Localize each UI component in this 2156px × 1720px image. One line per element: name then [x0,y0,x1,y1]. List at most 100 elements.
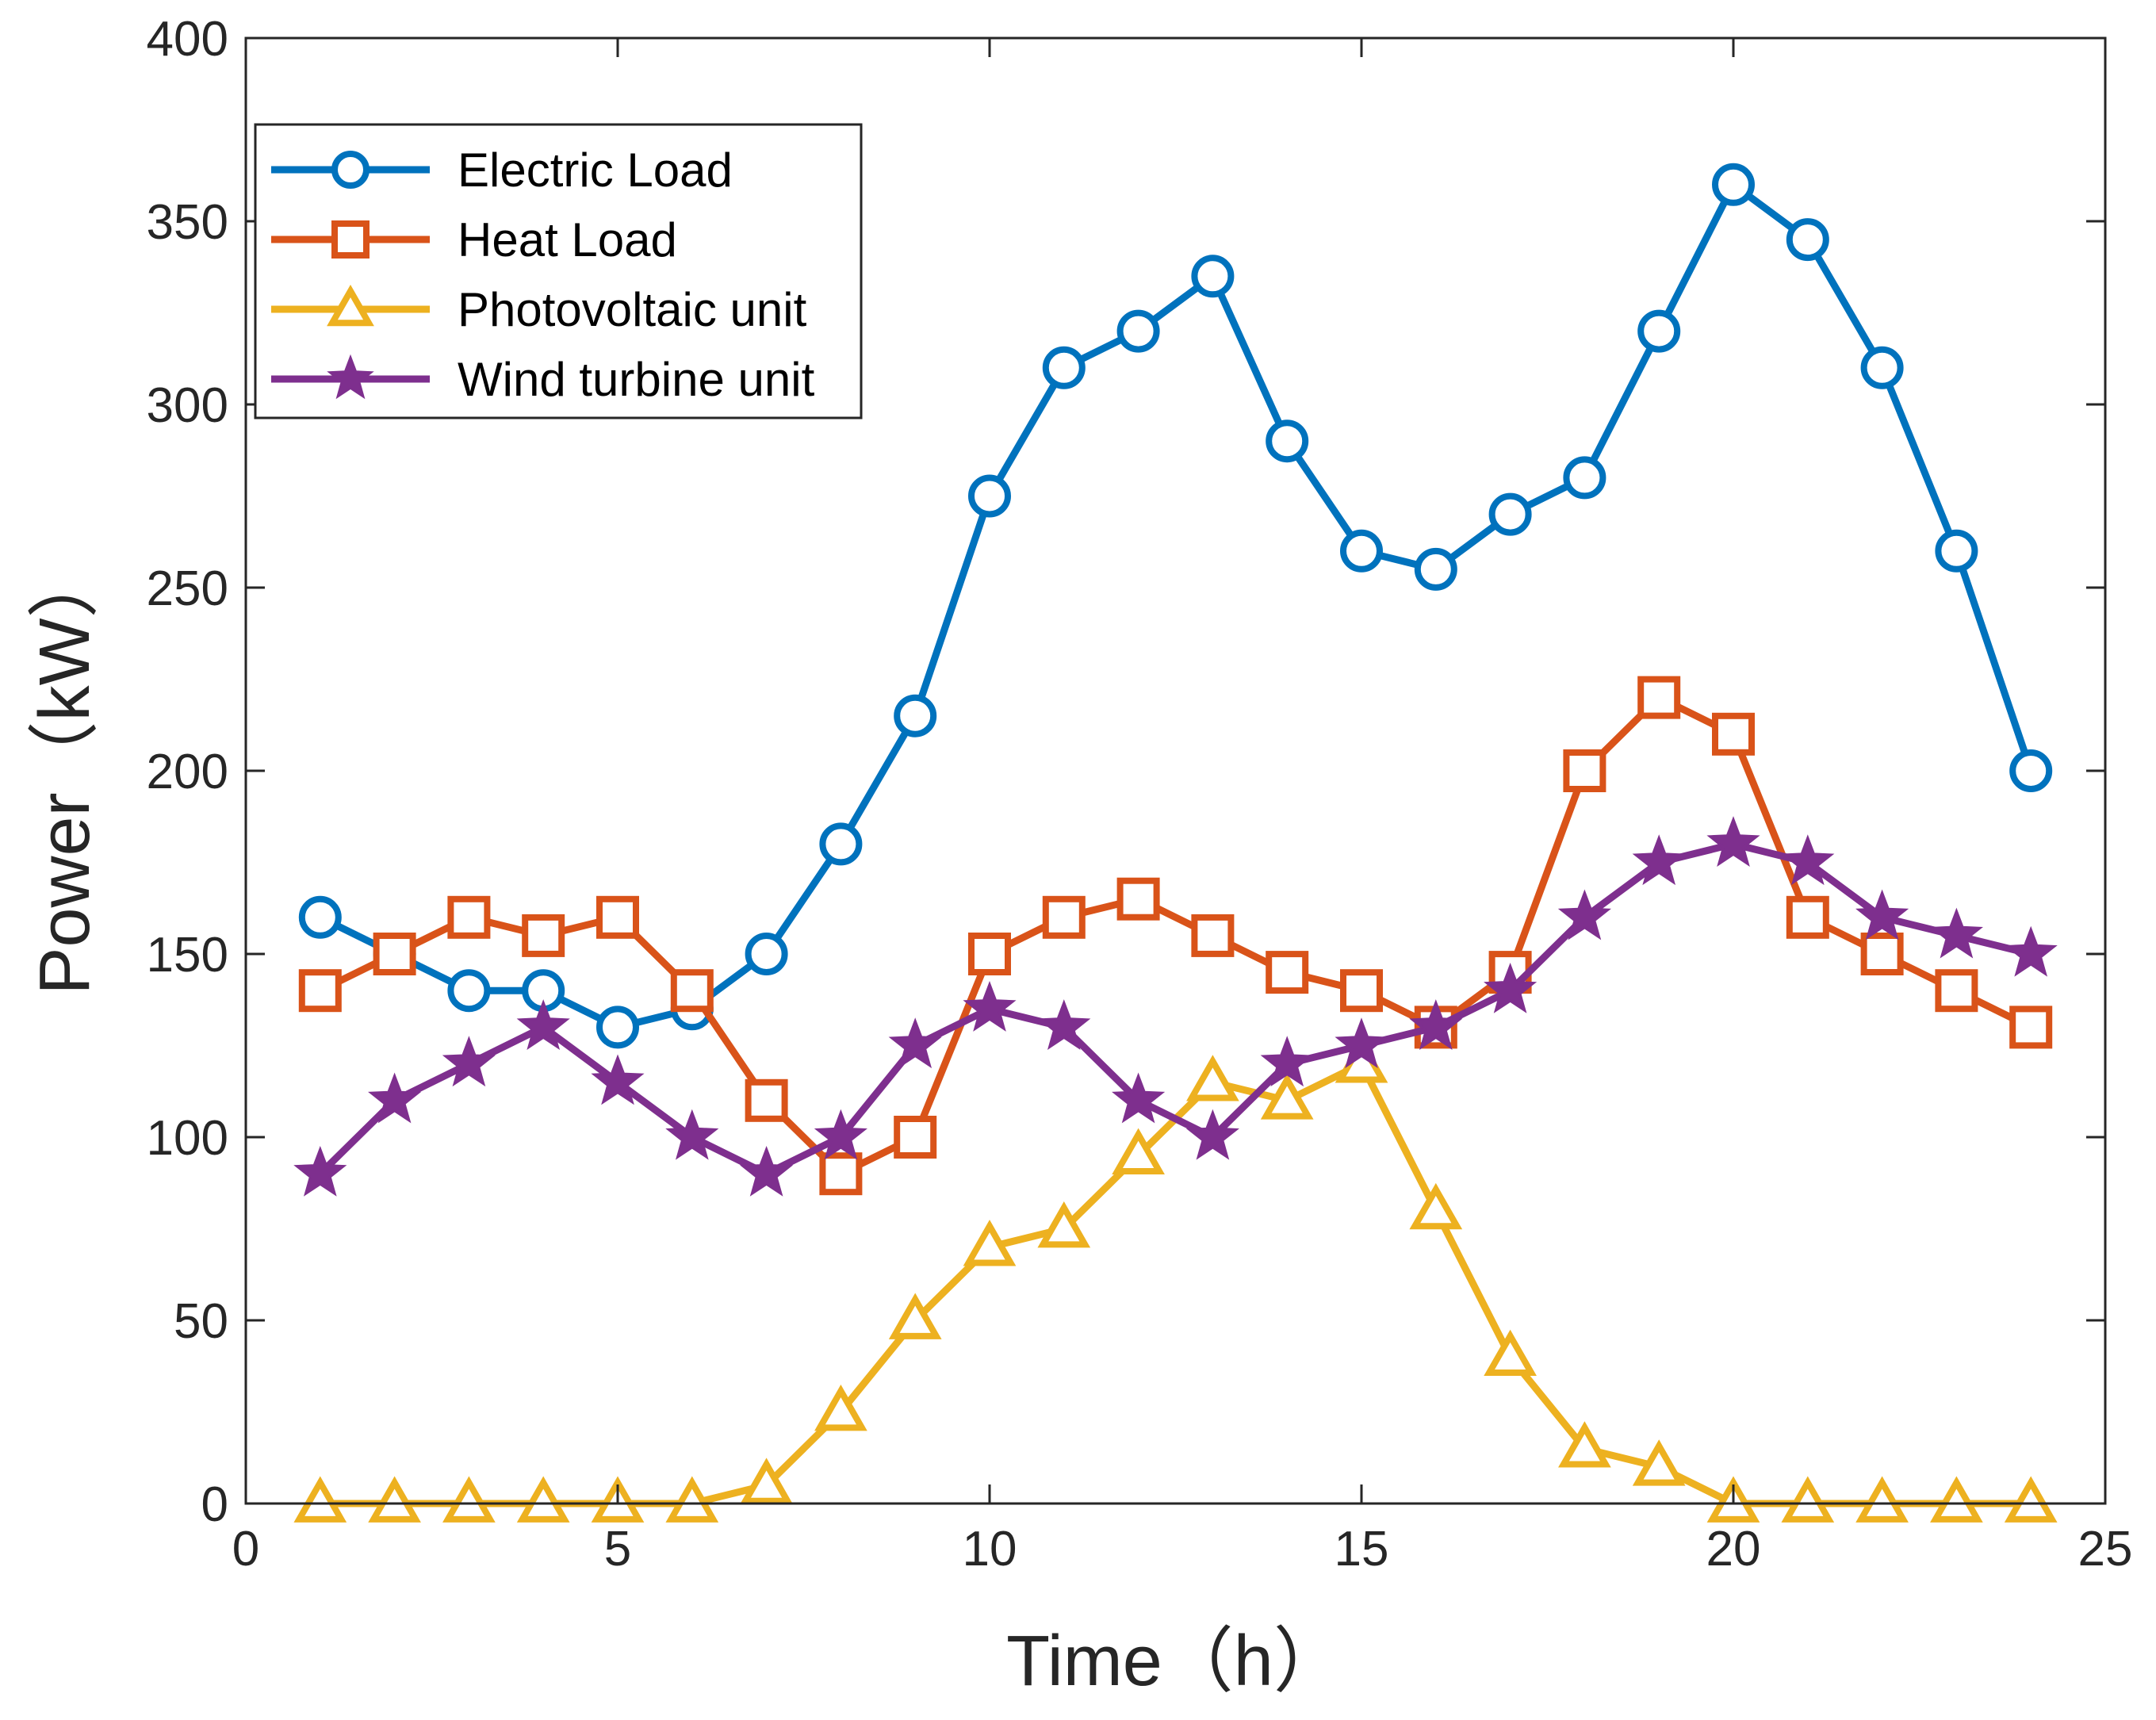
heat-load-point [670,969,714,1013]
electric-load-point [1935,529,1978,573]
wind-turbine-unit-point [1855,889,1909,940]
wind-turbine-unit-point [368,1072,422,1124]
electric-load-point [1786,218,1829,262]
photovoltaic-unit-point [516,1476,570,1523]
photovoltaic-unit-point [442,1476,496,1523]
heat-load-point [1191,914,1235,957]
electric-load-point [596,1006,639,1049]
electric-load-point [894,694,937,737]
y-tick-label: 400 [147,12,228,67]
wind-turbine-unit-point [591,1054,645,1105]
electric-load-point [1860,346,1904,389]
wind-turbine-unit-point [1112,1072,1166,1124]
wind-turbine-unit-point [1557,889,1611,940]
heat-load-point [1637,676,1681,719]
wind-turbine-unit-point [1929,907,1983,959]
heat-load-series [298,676,2053,1196]
x-axis-title: Time（h） [1006,1622,1345,1701]
electric-load-point [298,895,342,939]
photovoltaic-unit-point [2004,1476,2058,1523]
electric-load-point [819,822,863,866]
photovoltaic-unit-point [1260,1073,1314,1120]
legend-label-wind-turbine-unit: Wind turbine unit [458,353,815,406]
electric-load-point [1191,255,1235,298]
wind-turbine-unit-point [442,1036,496,1087]
photovoltaic-unit-point [1484,1329,1537,1377]
wind-turbine-unit-point [814,1109,867,1160]
photovoltaic-unit-point [1558,1421,1611,1468]
photovoltaic-unit-point [740,1458,793,1504]
wind-turbine-unit-point [665,1109,719,1160]
heat-load-point [1266,951,1309,994]
photovoltaic-unit-point [1409,1182,1463,1230]
legend-marker-electric-load [331,151,370,189]
legend-label-photovoltaic-unit: Photovoltaic unit [458,283,807,336]
wind-turbine-unit-point [1260,1036,1314,1087]
heat-load-point [2009,1006,2053,1049]
photovoltaic-unit-point [1037,1201,1091,1248]
y-tick-label: 200 [147,745,228,799]
legend-entry-photovoltaic-unit: Photovoltaic unit [271,283,807,336]
photovoltaic-unit-point [1632,1439,1686,1486]
x-tick-label: 25 [2078,1522,2133,1576]
wind-turbine-unit-point [1185,1109,1239,1160]
electric-load-point [1414,547,1457,591]
electric-load-point [2009,749,2053,792]
photovoltaic-unit-point [814,1384,867,1431]
electric-load-point [1563,456,1606,500]
wind-turbine-unit-point [1706,816,1760,867]
photovoltaic-unit-point [1930,1476,1983,1523]
legend: Electric Load Heat Load Photovoltaic unit W… [254,123,863,419]
heat-load-point [298,969,342,1013]
electric-load-point [968,474,1011,518]
x-tick-label: 0 [232,1522,259,1576]
heat-load-point [596,895,639,939]
y-tick-label: 300 [147,378,228,433]
x-tick-label: 5 [604,1522,631,1576]
y-tick-label: 350 [147,195,228,250]
x-tick-label: 10 [963,1522,1017,1576]
heat-load-point [447,895,491,939]
heat-load-point [1860,933,1904,975]
electric-load-point [1712,163,1755,206]
y-tick-label: 0 [201,1477,228,1532]
heat-load-point [522,914,565,957]
heat-load-point [1563,749,1606,792]
legend-entry-heat-load: Heat Load [271,213,677,266]
y-tick-label: 250 [147,561,228,616]
photovoltaic-unit-point [1781,1476,1835,1523]
photovoltaic-unit-point [1855,1476,1909,1523]
heat-load-point [1712,712,1755,756]
y-axis-title: Power（kW） [25,546,105,994]
heat-load-point [1042,895,1086,939]
y-tick-label: 150 [147,928,228,983]
legend-marker-photovoltaic-unit [327,284,374,327]
legend-marker-wind-turbine-unit [327,354,374,400]
photovoltaic-unit-point [1186,1055,1239,1101]
legend-label-electric-load: Electric Load [458,144,733,197]
photovoltaic-unit-point [1112,1128,1165,1174]
photovoltaic-unit-point [888,1293,942,1339]
electric-load-point [1042,346,1086,389]
wind-turbine-unit-series [293,816,2058,1197]
wind-turbine-unit-point [1781,834,1835,886]
photovoltaic-unit-point [665,1476,719,1523]
wind-turbine-unit-point [293,1145,347,1197]
electric-load-point [1340,529,1383,573]
wind-turbine-unit-point [1484,962,1538,1013]
wind-turbine-unit-point [1037,999,1091,1050]
heat-load-point [968,933,1011,975]
heat-load-point [819,1152,863,1196]
wind-turbine-unit-point [740,1145,794,1197]
wind-turbine-unit-point [1632,834,1686,886]
heat-load-point [373,933,416,975]
photovoltaic-unit-point [963,1220,1017,1266]
electric-load-point [447,969,491,1013]
y-tick-label: 100 [147,1111,228,1166]
electric-load-point [1266,419,1309,463]
heat-load-point [894,1116,937,1159]
wind-turbine-unit-point [2004,925,2058,977]
wind-turbine-unit-point [516,999,570,1050]
heat-load-point [1340,969,1383,1013]
